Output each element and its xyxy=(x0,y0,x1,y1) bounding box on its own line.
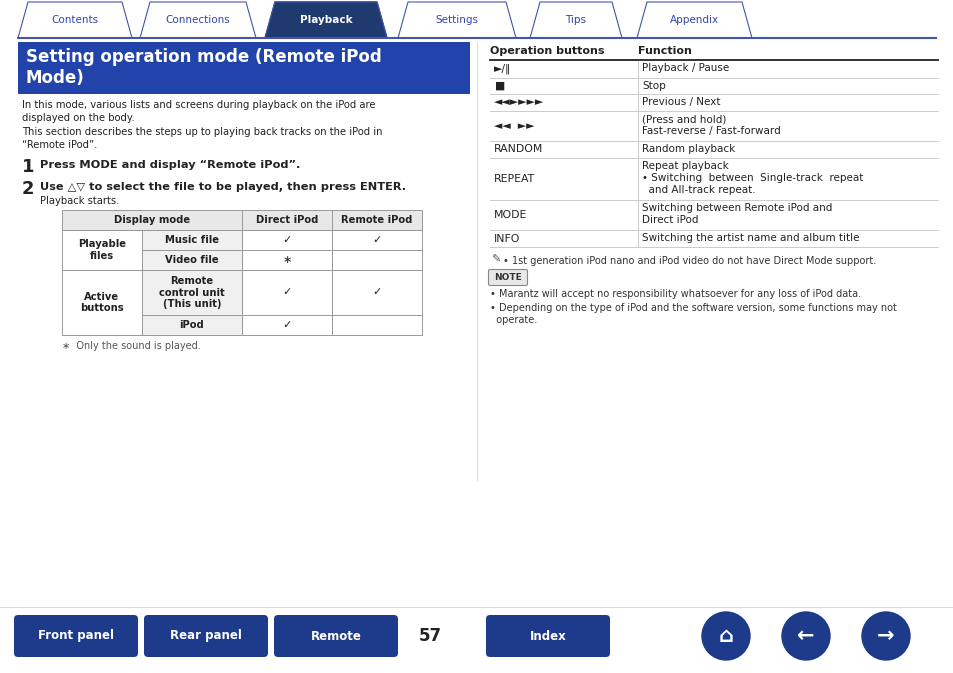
Text: Music file: Music file xyxy=(165,235,219,245)
Text: Contents: Contents xyxy=(51,15,98,25)
Text: Random playback: Random playback xyxy=(641,144,735,154)
FancyBboxPatch shape xyxy=(274,615,397,657)
Text: Video file: Video file xyxy=(165,255,218,265)
Bar xyxy=(332,315,421,335)
Text: Display mode: Display mode xyxy=(113,215,190,225)
Polygon shape xyxy=(18,2,132,38)
Bar xyxy=(142,230,242,250)
Text: Direct iPod: Direct iPod xyxy=(255,215,318,225)
Bar xyxy=(242,315,332,335)
Text: (Press and hold)
Fast-reverse / Fast-forward: (Press and hold) Fast-reverse / Fast-for… xyxy=(641,114,780,136)
Text: Active
buttons: Active buttons xyxy=(80,291,124,314)
Text: Operation buttons: Operation buttons xyxy=(490,46,604,56)
Text: Remote
control unit
(This unit): Remote control unit (This unit) xyxy=(159,276,225,309)
Text: • Marantz will accept no responsibility whatsoever for any loss of iPod data.: • Marantz will accept no responsibility … xyxy=(490,289,861,299)
Text: ■: ■ xyxy=(494,81,504,91)
Text: Stop: Stop xyxy=(641,81,665,91)
Text: 2: 2 xyxy=(22,180,34,198)
Text: operate.: operate. xyxy=(490,315,537,325)
Bar xyxy=(142,315,242,335)
Text: Mode): Mode) xyxy=(26,69,85,87)
Text: ✓: ✓ xyxy=(372,235,381,245)
Text: Function: Function xyxy=(638,46,691,56)
Text: ∗: ∗ xyxy=(282,255,292,265)
Text: displayed on the body.: displayed on the body. xyxy=(22,113,134,123)
Text: ←: ← xyxy=(797,626,814,646)
Text: ►/‖: ►/‖ xyxy=(494,64,511,74)
Text: ✓: ✓ xyxy=(282,287,292,297)
Text: Connections: Connections xyxy=(166,15,230,25)
Text: Rear panel: Rear panel xyxy=(170,629,242,643)
Text: Previous / Next: Previous / Next xyxy=(641,97,720,107)
Text: ◄◄  ►►: ◄◄ ►► xyxy=(494,121,534,131)
FancyBboxPatch shape xyxy=(144,615,268,657)
Text: ✓: ✓ xyxy=(282,235,292,245)
Text: Use △▽ to select the file to be played, then press ENTER.: Use △▽ to select the file to be played, … xyxy=(40,182,406,192)
Bar xyxy=(242,230,332,250)
Bar xyxy=(142,250,242,270)
Text: ◄◄►►►►: ◄◄►►►► xyxy=(494,98,543,108)
Text: • 1st generation iPod nano and iPod video do not have Direct Mode support.: • 1st generation iPod nano and iPod vide… xyxy=(502,256,876,266)
Polygon shape xyxy=(265,2,387,38)
Circle shape xyxy=(701,612,749,660)
Circle shape xyxy=(781,612,829,660)
Polygon shape xyxy=(397,2,516,38)
Bar xyxy=(332,250,421,270)
Text: Switching between Remote iPod and
Direct iPod: Switching between Remote iPod and Direct… xyxy=(641,203,832,225)
Polygon shape xyxy=(530,2,621,38)
Text: iPod: iPod xyxy=(179,320,204,330)
Bar xyxy=(62,270,142,335)
Text: Remote iPod: Remote iPod xyxy=(341,215,413,225)
Text: Repeat playback
• Switching  between  Single-track  repeat
  and All-track repea: Repeat playback • Switching between Sing… xyxy=(641,161,862,195)
Bar xyxy=(142,270,242,315)
Text: Remote: Remote xyxy=(311,629,361,643)
Text: Press MODE and display “Remote iPod”.: Press MODE and display “Remote iPod”. xyxy=(40,160,300,170)
Text: REPEAT: REPEAT xyxy=(494,174,535,184)
Text: NOTE: NOTE xyxy=(494,273,521,282)
Text: →: → xyxy=(877,626,894,646)
Text: 57: 57 xyxy=(418,627,441,645)
Text: Tips: Tips xyxy=(565,15,586,25)
Bar xyxy=(242,270,332,315)
Text: Front panel: Front panel xyxy=(38,629,113,643)
Text: ∗  Only the sound is played.: ∗ Only the sound is played. xyxy=(62,341,200,351)
FancyBboxPatch shape xyxy=(488,269,527,285)
Text: Playback / Pause: Playback / Pause xyxy=(641,63,728,73)
Text: ✓: ✓ xyxy=(372,287,381,297)
Circle shape xyxy=(862,612,909,660)
Text: Appendix: Appendix xyxy=(669,15,719,25)
Text: Playback: Playback xyxy=(299,15,352,25)
Bar xyxy=(332,230,421,250)
Text: INFO: INFO xyxy=(494,234,519,244)
Text: Playable
files: Playable files xyxy=(78,239,126,261)
Text: “Remote iPod”.: “Remote iPod”. xyxy=(22,140,97,150)
Bar xyxy=(332,270,421,315)
Bar xyxy=(18,42,470,94)
Text: ⌂: ⌂ xyxy=(718,626,733,646)
Text: Index: Index xyxy=(529,629,566,643)
Text: Playback starts.: Playback starts. xyxy=(40,196,119,206)
Bar xyxy=(242,250,332,270)
Text: RANDOM: RANDOM xyxy=(494,145,543,155)
Text: Switching the artist name and album title: Switching the artist name and album titl… xyxy=(641,233,859,243)
FancyBboxPatch shape xyxy=(485,615,609,657)
Text: Setting operation mode (Remote iPod: Setting operation mode (Remote iPod xyxy=(26,48,381,66)
Text: 1: 1 xyxy=(22,158,34,176)
Text: MODE: MODE xyxy=(494,210,527,220)
Text: ✎: ✎ xyxy=(491,255,500,265)
Text: This section describes the steps up to playing back tracks on the iPod in: This section describes the steps up to p… xyxy=(22,127,382,137)
Text: Settings: Settings xyxy=(435,15,478,25)
Polygon shape xyxy=(637,2,751,38)
Bar xyxy=(62,230,142,270)
Text: • Depending on the type of iPod and the software version, some functions may not: • Depending on the type of iPod and the … xyxy=(490,303,896,313)
Polygon shape xyxy=(140,2,255,38)
FancyBboxPatch shape xyxy=(14,615,138,657)
Text: ✓: ✓ xyxy=(282,320,292,330)
Bar xyxy=(62,210,421,230)
Text: In this mode, various lists and screens during playback on the iPod are: In this mode, various lists and screens … xyxy=(22,100,375,110)
